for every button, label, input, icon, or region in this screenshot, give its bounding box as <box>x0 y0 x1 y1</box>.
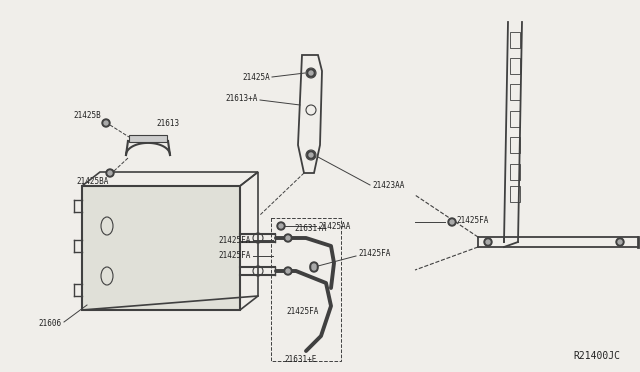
Circle shape <box>309 71 313 75</box>
Bar <box>510 111 520 127</box>
Circle shape <box>484 238 492 246</box>
Text: 21425AA: 21425AA <box>318 221 350 231</box>
Text: R21400JC: R21400JC <box>573 351 620 361</box>
Bar <box>510 137 520 153</box>
Circle shape <box>284 267 292 275</box>
Circle shape <box>310 264 318 272</box>
Text: 21425FA: 21425FA <box>456 215 488 224</box>
Text: 21425FA: 21425FA <box>219 235 251 244</box>
Circle shape <box>616 238 624 246</box>
Circle shape <box>309 153 313 157</box>
Circle shape <box>102 119 110 127</box>
Text: 21425FA: 21425FA <box>286 307 318 315</box>
Circle shape <box>448 218 456 226</box>
Bar <box>510 84 520 100</box>
Text: 21613+A: 21613+A <box>226 93 258 103</box>
Circle shape <box>286 269 290 273</box>
Circle shape <box>618 240 622 244</box>
Bar <box>82 186 240 310</box>
Circle shape <box>307 151 315 159</box>
Text: 21631+E: 21631+E <box>284 355 316 363</box>
Circle shape <box>279 224 283 228</box>
Text: 21423AA: 21423AA <box>372 180 404 189</box>
Circle shape <box>312 264 316 268</box>
Circle shape <box>108 171 112 175</box>
Circle shape <box>310 262 318 270</box>
Bar <box>510 32 520 48</box>
Bar <box>510 58 520 74</box>
Text: 21425FA: 21425FA <box>219 251 251 260</box>
Circle shape <box>312 266 316 270</box>
Circle shape <box>486 240 490 244</box>
Bar <box>129 135 167 142</box>
Text: 21425FA: 21425FA <box>358 250 390 259</box>
Bar <box>271 218 341 361</box>
Text: 21631+A: 21631+A <box>294 224 326 232</box>
Circle shape <box>106 169 114 177</box>
Circle shape <box>450 220 454 224</box>
Text: 21613: 21613 <box>156 119 179 128</box>
Text: 21425B: 21425B <box>73 110 100 119</box>
Text: 21425A: 21425A <box>243 73 270 81</box>
Circle shape <box>104 121 108 125</box>
Text: 21606: 21606 <box>39 320 62 328</box>
Circle shape <box>284 234 292 242</box>
Bar <box>510 186 520 202</box>
Circle shape <box>277 222 285 230</box>
Circle shape <box>286 236 290 240</box>
Text: 21425BA: 21425BA <box>76 176 108 186</box>
Bar <box>510 164 520 180</box>
Circle shape <box>307 69 315 77</box>
